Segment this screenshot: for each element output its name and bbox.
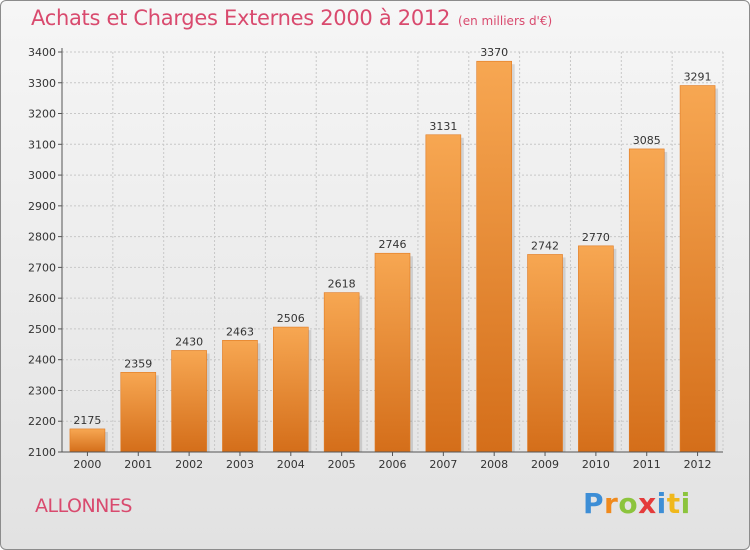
y-tick-label: 3100 (28, 138, 56, 151)
bar (374, 252, 411, 453)
bar (69, 428, 106, 453)
data-label: 2175 (73, 414, 101, 427)
bar (120, 372, 157, 453)
data-label: 3131 (429, 120, 457, 133)
bars (69, 60, 719, 453)
data-label: 3085 (633, 134, 661, 147)
bar (273, 326, 309, 453)
brand-letter: t (666, 487, 681, 520)
chart-subtitle: (en milliers d'€) (458, 14, 553, 28)
y-tick-label: 2400 (28, 354, 56, 367)
bar (171, 350, 207, 453)
chart-header: Achats et Charges Externes 2000 à 2012 (e… (31, 6, 552, 30)
x-tick-label: 2004 (277, 458, 305, 471)
bar (323, 292, 360, 453)
x-tick-label: 2002 (175, 458, 203, 471)
y-tick-label: 2700 (28, 261, 56, 274)
data-label: 2746 (379, 238, 407, 251)
x-tick-label: 2001 (124, 458, 152, 471)
x-tick-label: 2007 (429, 458, 457, 471)
labels: 2100 2200 2300 2400 2500 2600 2700 2800 2900 3000… (28, 46, 712, 471)
brand-letter: P (583, 487, 605, 520)
y-tick-label: 2300 (28, 384, 56, 397)
x-tick-label: 2012 (684, 458, 712, 471)
x-tick-label: 2000 (73, 458, 101, 471)
bar (628, 148, 665, 453)
y-tick-label: 2900 (28, 200, 56, 213)
commune-name: ALLONNES (35, 495, 132, 517)
brand-letter: x (638, 487, 657, 520)
x-tick-label: 2006 (379, 458, 407, 471)
data-label: 3291 (684, 71, 712, 84)
y-tick-label: 2200 (28, 415, 56, 428)
data-label: 2742 (531, 239, 559, 252)
bar (425, 134, 462, 453)
y-tick-label: 2600 (28, 292, 56, 305)
y-tick-label: 2800 (28, 231, 56, 244)
data-label: 2430 (175, 335, 203, 348)
y-tick-label: 2500 (28, 323, 56, 336)
axes (58, 48, 723, 456)
data-label: 2463 (226, 325, 254, 338)
data-label: 3370 (480, 46, 508, 59)
x-tick-label: 2009 (531, 458, 559, 471)
brand-letter: i (656, 487, 667, 520)
data-label: 2506 (277, 312, 305, 325)
y-tick-label: 3300 (28, 77, 56, 90)
data-label: 2618 (328, 278, 356, 291)
x-tick-label: 2008 (480, 458, 508, 471)
brand-letter: o (618, 487, 639, 520)
x-tick-label: 2003 (226, 458, 254, 471)
brand-letter: i (680, 487, 691, 520)
proxiti-logo: Proxiti (583, 487, 691, 520)
x-tick-label: 2011 (633, 458, 661, 471)
brand-letter: r (604, 487, 619, 520)
chart-title: Achats et Charges Externes 2000 à 2012 (31, 6, 451, 30)
data-label: 2359 (124, 357, 152, 370)
y-tick-label: 3400 (28, 46, 56, 59)
bar (578, 245, 614, 453)
bar (222, 340, 258, 453)
bar (527, 254, 563, 453)
data-label: 2770 (582, 231, 610, 244)
x-tick-label: 2005 (328, 458, 356, 471)
bar (679, 85, 716, 453)
y-tick-label: 2100 (28, 446, 56, 459)
bar (476, 60, 512, 453)
y-tick-label: 3200 (28, 108, 56, 121)
y-tick-label: 3000 (28, 169, 56, 182)
x-tick-label: 2010 (582, 458, 610, 471)
